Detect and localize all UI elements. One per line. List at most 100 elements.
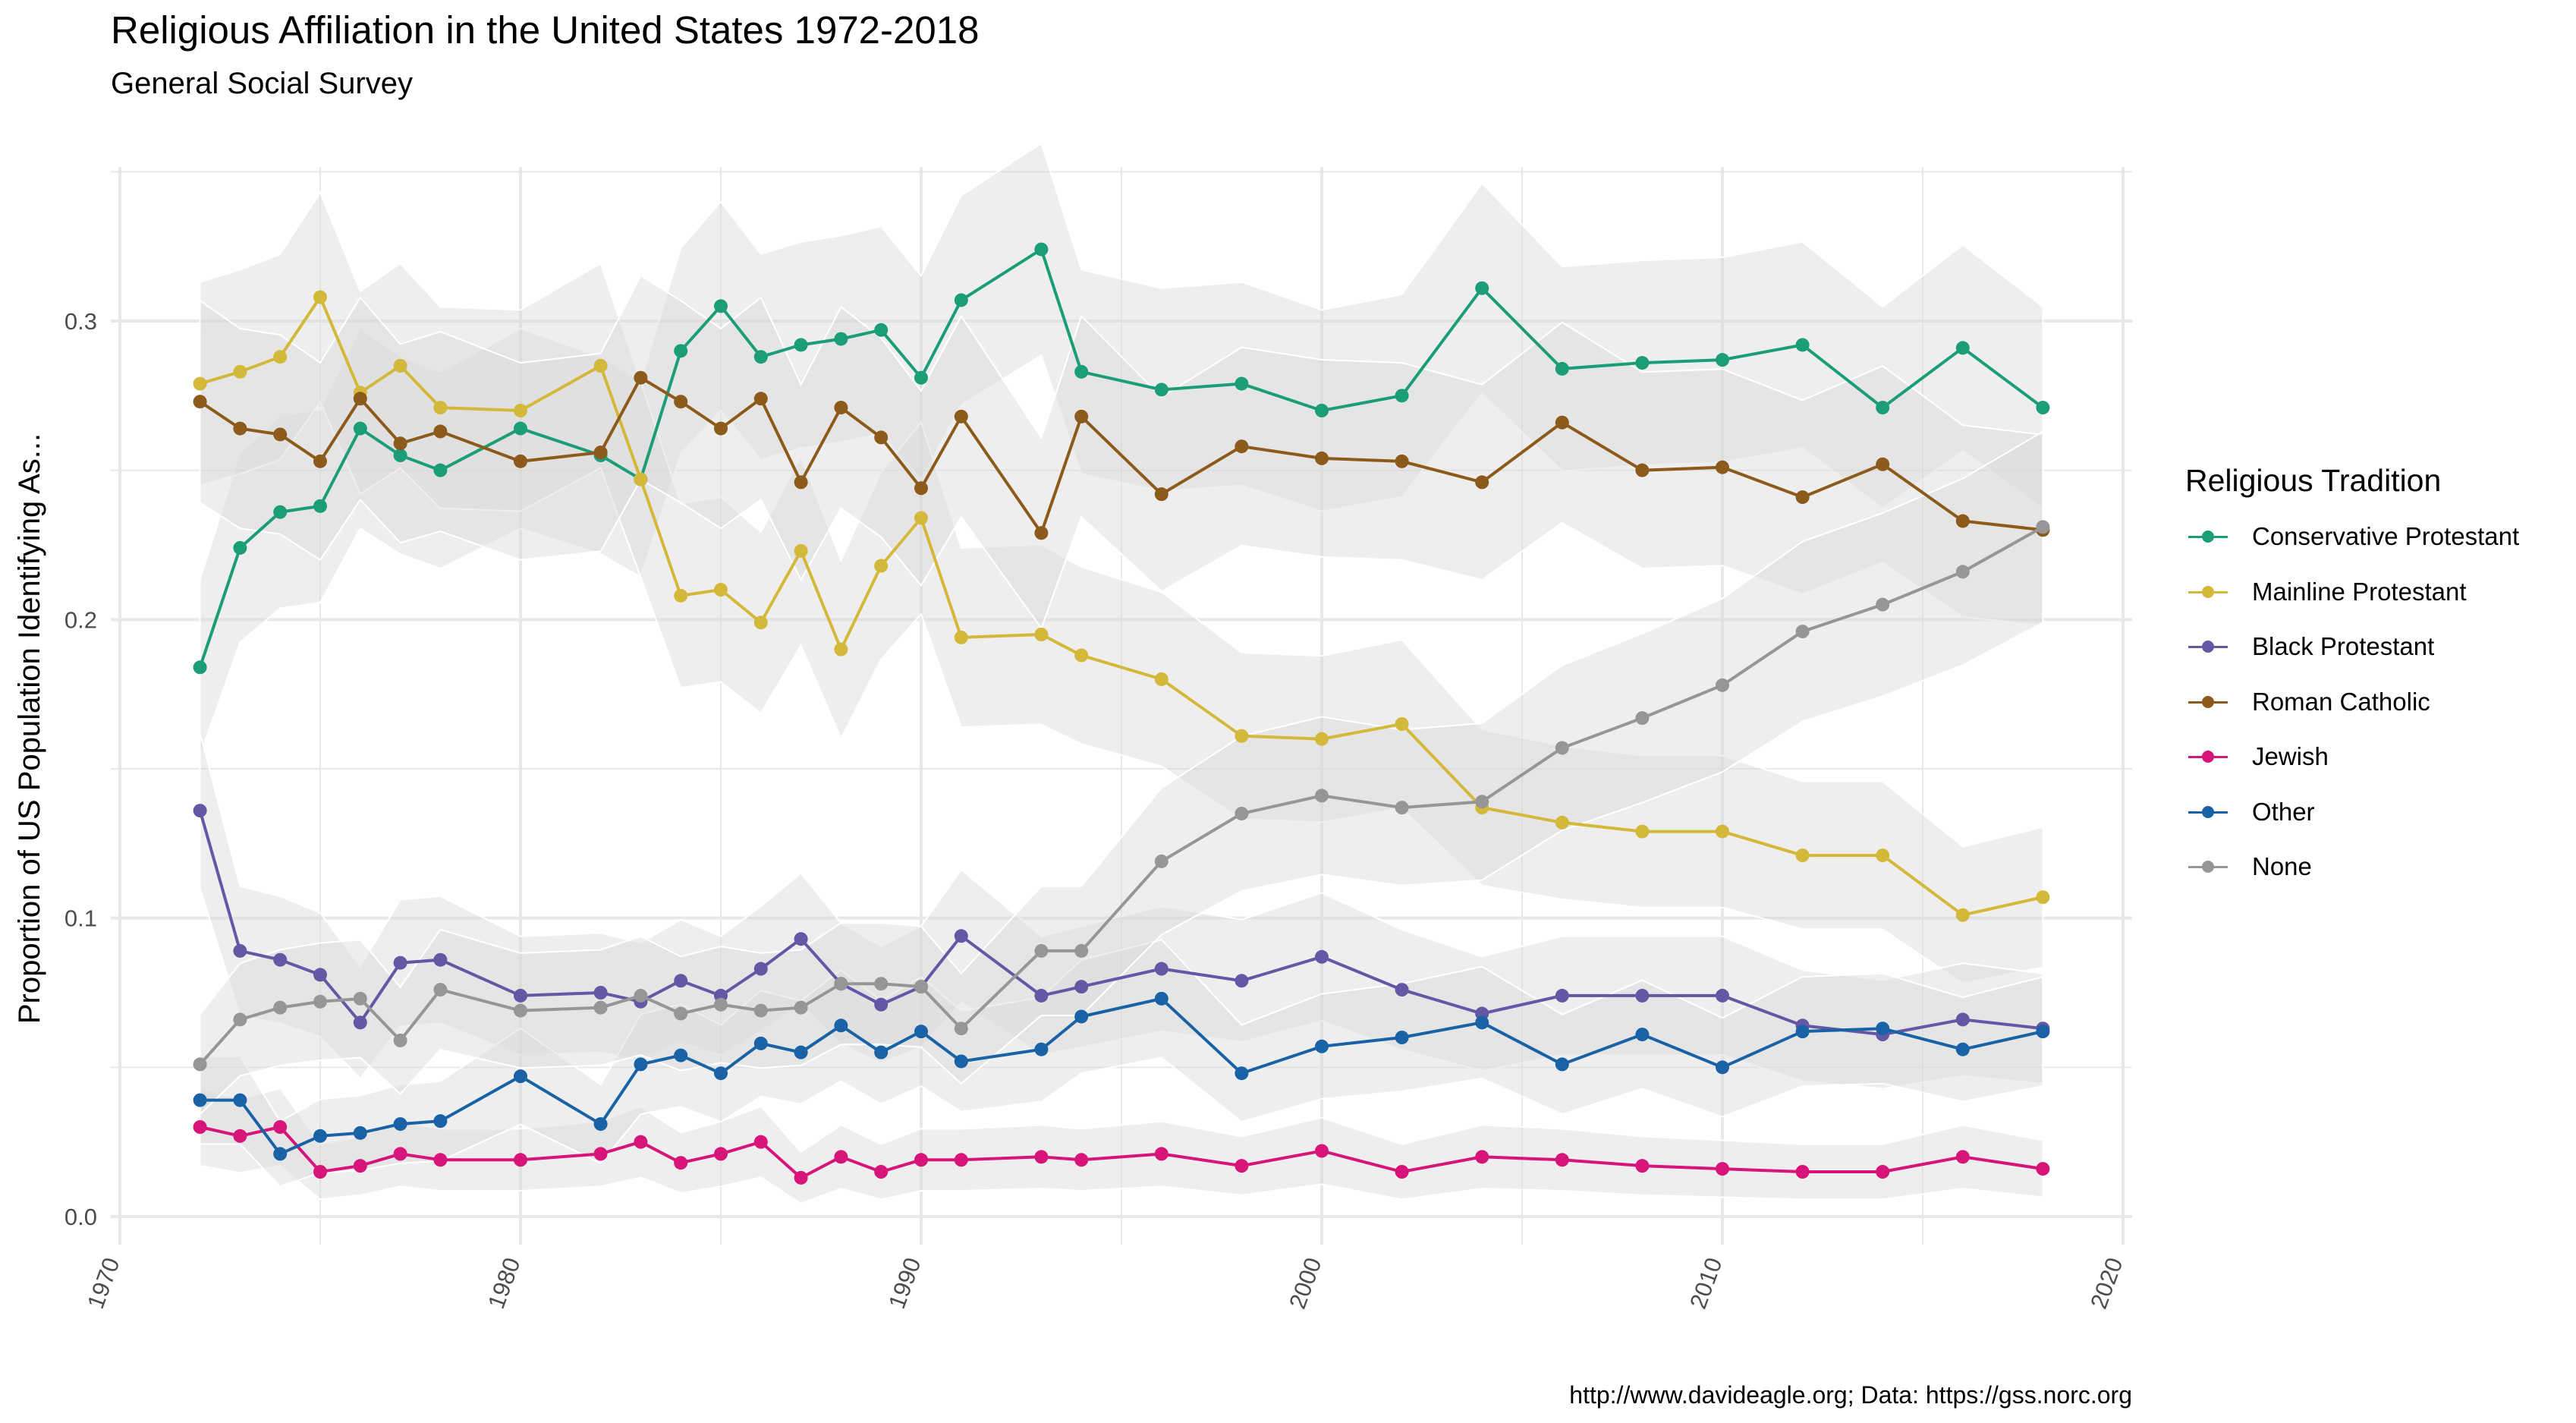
- data-point: [193, 395, 207, 409]
- data-point: [433, 983, 448, 997]
- data-point: [914, 511, 928, 525]
- data-point: [593, 1117, 608, 1132]
- data-point: [1034, 628, 1049, 641]
- series-line: [199, 375, 2043, 537]
- data-point: [1475, 475, 1489, 490]
- data-point: [1475, 1015, 1489, 1030]
- data-point: [634, 1135, 648, 1149]
- data-point: [2036, 1162, 2050, 1176]
- legend-key: [2185, 741, 2231, 772]
- data-point: [1955, 1012, 1970, 1027]
- data-point: [1955, 1042, 1970, 1056]
- data-point: [514, 404, 527, 417]
- data-point: [1235, 1066, 1249, 1081]
- caption: http://www.davideagle.org; Data: https:/…: [1569, 1381, 2132, 1409]
- data-point: [193, 1120, 207, 1134]
- data-point: [1475, 281, 1489, 295]
- data-point: [1074, 980, 1089, 994]
- data-point: [593, 359, 608, 373]
- legend-label: None: [2252, 852, 2312, 881]
- legend-item: Roman Catholic: [2185, 675, 2519, 730]
- data-point: [634, 472, 648, 486]
- chart-title: Religious Affiliation in the United Stat…: [111, 8, 980, 52]
- data-point: [634, 370, 648, 385]
- data-point: [193, 1057, 207, 1072]
- data-point: [1395, 801, 1409, 815]
- data-point: [794, 1000, 808, 1015]
- data-point: [1795, 1165, 1810, 1179]
- data-point: [834, 1150, 848, 1164]
- data-point: [353, 1125, 367, 1140]
- data-point: [1154, 383, 1168, 397]
- data-point: [834, 1018, 848, 1033]
- legend-item: Mainline Protestant: [2185, 565, 2519, 620]
- data-point: [1555, 741, 1569, 755]
- series-line: [199, 525, 2044, 1066]
- data-point: [954, 1022, 968, 1036]
- data-point: [1955, 1150, 1970, 1164]
- data-point: [1034, 242, 1049, 257]
- legend-key: [2185, 797, 2231, 827]
- data-point: [714, 421, 728, 436]
- data-point: [674, 974, 688, 988]
- data-point: [1315, 949, 1329, 964]
- data-point: [1074, 1009, 1089, 1024]
- data-point: [313, 994, 327, 1009]
- confidence-ribbons: [199, 142, 2044, 1204]
- confidence-ribbon: [199, 430, 2044, 1116]
- data-point: [714, 583, 728, 597]
- legend: Religious Tradition Conservative Protest…: [2185, 463, 2519, 895]
- legend-key-dot: [2202, 585, 2214, 598]
- data-point: [874, 1165, 889, 1179]
- y-axis-label: Proportion of US Population Identifying …: [13, 433, 46, 1024]
- data-point: [514, 1069, 527, 1084]
- data-point: [1876, 848, 1890, 863]
- data-point: [313, 499, 327, 513]
- data-point: [1716, 824, 1729, 839]
- data-point: [393, 449, 407, 462]
- data-point: [593, 986, 608, 1000]
- data-point: [1555, 988, 1569, 1003]
- series: [193, 520, 2050, 1072]
- data-point: [794, 338, 808, 352]
- data-point: [634, 1057, 648, 1072]
- data-point: [1876, 597, 1890, 612]
- data-point: [514, 988, 527, 1003]
- data-point: [1955, 908, 1970, 922]
- series: [193, 1120, 2050, 1185]
- data-point: [714, 997, 728, 1012]
- data-point: [1876, 1022, 1890, 1036]
- legend-item: Other: [2185, 785, 2519, 840]
- data-point: [874, 430, 889, 445]
- data-point: [1876, 1165, 1890, 1179]
- data-point: [1635, 356, 1650, 370]
- data-point: [514, 421, 527, 436]
- data-point: [1034, 1150, 1049, 1164]
- data-point: [1716, 678, 1729, 692]
- data-point: [393, 1033, 407, 1047]
- data-point: [273, 505, 288, 519]
- data-point: [1555, 361, 1569, 376]
- data-point: [273, 427, 288, 442]
- data-point: [954, 409, 968, 423]
- data-point: [1235, 807, 1249, 820]
- data-point: [1555, 1057, 1569, 1072]
- data-point: [1795, 338, 1810, 352]
- data-point: [233, 1129, 247, 1143]
- data-point: [1235, 974, 1249, 988]
- data-point: [433, 1114, 448, 1129]
- data-point: [914, 370, 928, 385]
- data-point: [313, 1165, 327, 1179]
- x-tick-label: 2010: [1684, 1254, 1727, 1312]
- data-point: [1154, 1147, 1168, 1161]
- data-point: [794, 543, 808, 558]
- data-point: [1475, 1150, 1489, 1164]
- data-point: [273, 350, 288, 364]
- data-point: [674, 344, 688, 358]
- legend-key: [2185, 852, 2231, 882]
- data-point: [674, 1006, 688, 1021]
- data-point: [1315, 404, 1329, 417]
- data-point: [1235, 1159, 1249, 1173]
- data-point: [273, 1000, 288, 1015]
